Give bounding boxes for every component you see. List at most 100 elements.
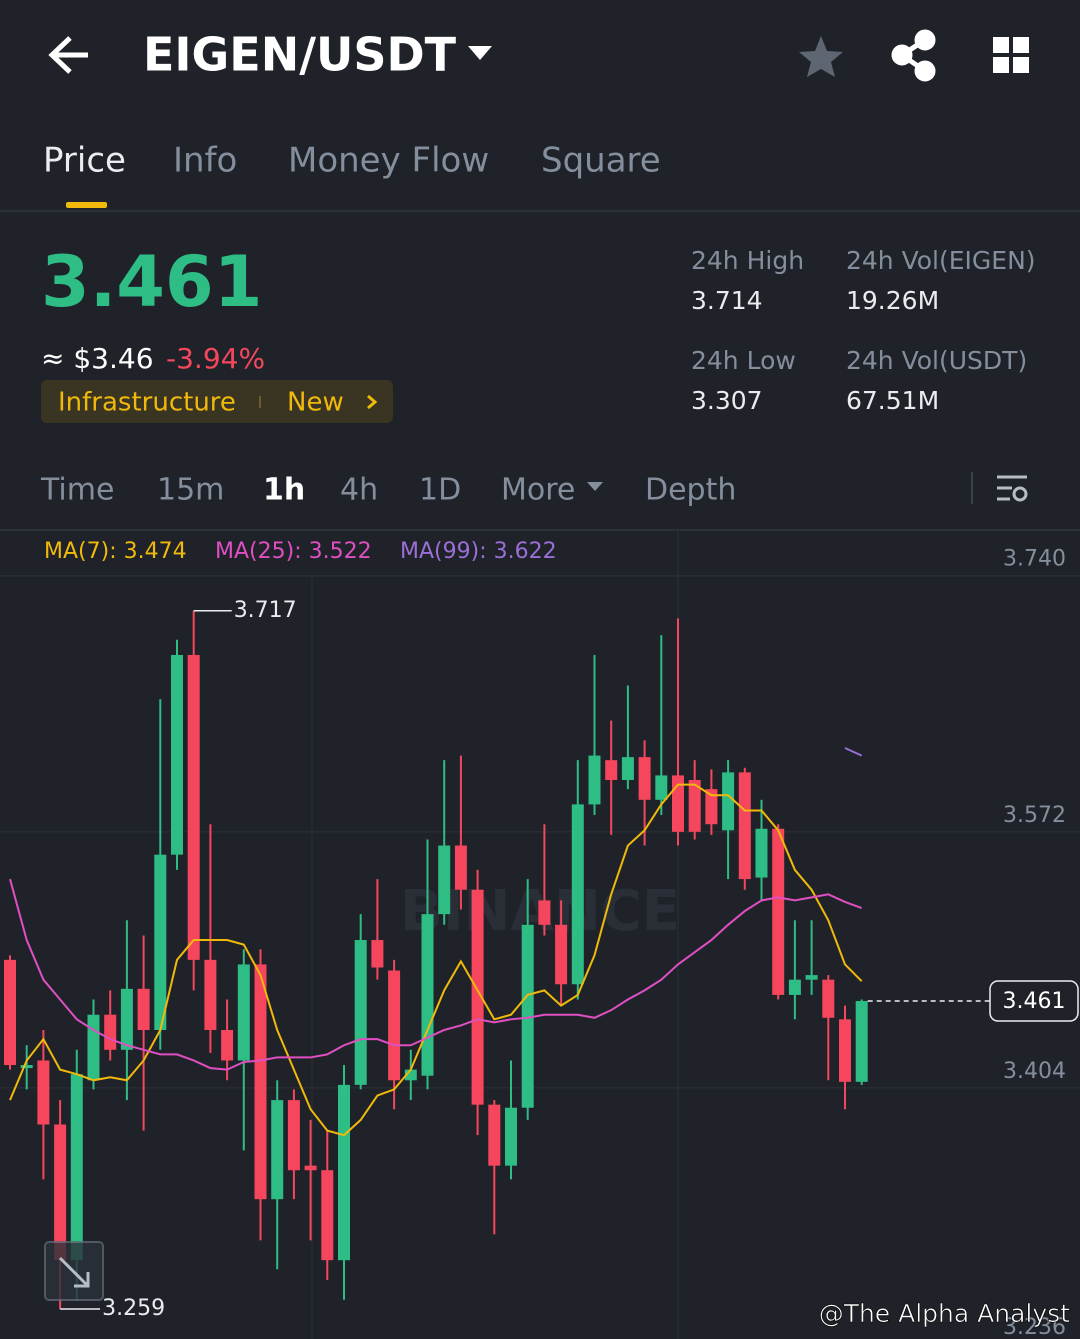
candle-body <box>705 789 718 825</box>
candle-body <box>638 757 651 800</box>
credit: @The Alpha Analyst <box>819 1299 1071 1328</box>
candle-body <box>471 889 484 1105</box>
tab[interactable]: Square <box>541 141 661 181</box>
tab[interactable]: Info <box>173 141 237 181</box>
candle-body <box>54 1124 67 1261</box>
low-label: 3.259 <box>102 1296 165 1321</box>
candle-body <box>505 1107 517 1166</box>
candle-body <box>304 1165 317 1171</box>
chart-settings[interactable] <box>997 475 1028 502</box>
candle-body <box>555 924 568 985</box>
candle-body <box>571 804 584 985</box>
candle-body <box>321 1170 334 1261</box>
candle-body <box>104 1014 117 1050</box>
candle-body <box>438 845 451 915</box>
candle-body <box>755 828 768 878</box>
candle-body <box>354 940 367 1085</box>
candle-body <box>187 654 200 960</box>
interval[interactable]: 1D <box>419 473 461 508</box>
price-tag-label: 3.461 <box>1003 989 1066 1014</box>
ma-line <box>9 783 863 1137</box>
candle-body <box>388 970 401 1081</box>
candle-body <box>237 964 250 1061</box>
candle-body <box>87 1014 100 1081</box>
legend-entry: MA(25): 3.522 <box>215 539 372 564</box>
stat-value: 3.307 <box>691 386 763 415</box>
candle-body <box>655 775 668 800</box>
candle-body <box>371 940 384 968</box>
tab-indicator <box>66 202 107 208</box>
collapse-button[interactable] <box>44 1241 104 1301</box>
pair-title: EIGEN/USDT <box>143 28 457 82</box>
candle-body <box>588 755 601 805</box>
tab[interactable]: Price <box>43 141 126 181</box>
more-dropdown <box>587 482 603 491</box>
tag-chevron <box>367 394 378 410</box>
candle-body <box>772 828 785 995</box>
candle-body <box>688 779 701 832</box>
candle-body <box>605 760 618 780</box>
stat-value: 67.51M <box>846 386 939 415</box>
y-tick-label: 3.404 <box>1003 1059 1066 1084</box>
candle-body <box>738 772 751 880</box>
y-tick-label: 3.572 <box>1003 803 1066 828</box>
stat-value: 19.26M <box>846 286 939 315</box>
candle-body <box>204 959 217 1030</box>
candle-body <box>137 988 150 1030</box>
candle-body <box>4 959 16 1066</box>
menu-button[interactable] <box>993 37 1029 73</box>
candle-body <box>171 654 183 855</box>
candle-body <box>421 914 434 1076</box>
interval[interactable]: 15m <box>157 473 224 508</box>
stat-value: 3.714 <box>691 286 763 315</box>
y-tick-label: 3.740 <box>1003 547 1066 572</box>
tag-box[interactable] <box>41 380 393 423</box>
usd-price: ≈ $3.46 <box>41 342 154 375</box>
price-tag <box>989 980 1079 1022</box>
y-tick-label: 3.236 <box>1003 1315 1066 1339</box>
stat-label: 24h High <box>691 246 804 275</box>
tab[interactable]: Money Flow <box>288 141 489 181</box>
interval[interactable]: Time <box>40 473 114 508</box>
last-price: 3.461 <box>41 241 262 323</box>
candle-body <box>454 845 467 890</box>
high-label: 3.717 <box>234 598 297 623</box>
stat-label: 24h Low <box>691 346 796 375</box>
legend-entry: MA(99): 3.622 <box>400 539 557 564</box>
favorite-button[interactable] <box>799 36 843 77</box>
candle-body <box>37 1060 50 1125</box>
interval[interactable]: 1h <box>263 473 305 508</box>
candle-body <box>855 1001 868 1082</box>
back-button[interactable] <box>48 36 88 74</box>
candle-body <box>154 854 167 1030</box>
candle-body <box>70 1074 83 1261</box>
candle-body <box>822 979 835 1018</box>
ma-line <box>9 878 863 1071</box>
candle-body <box>788 979 801 995</box>
candle-body <box>120 988 133 1050</box>
candle-body <box>404 1069 417 1081</box>
candle-body <box>254 964 267 1200</box>
stat-label: 24h Vol(USDT) <box>846 346 1027 375</box>
interval[interactable]: 4h <box>340 473 378 508</box>
share-button[interactable] <box>891 29 936 82</box>
candle-body <box>488 1104 501 1166</box>
stat-label: 24h Vol(EIGEN) <box>846 246 1036 275</box>
ma-line <box>844 747 863 757</box>
candle-body <box>20 1065 33 1069</box>
candle-body <box>271 1100 284 1200</box>
candle-body <box>839 1019 851 1082</box>
pair-dropdown[interactable] <box>468 46 492 60</box>
legend-entry: MA(7): 3.474 <box>44 539 187 564</box>
tag: New <box>287 388 344 418</box>
candle-body <box>221 1029 234 1061</box>
interval[interactable]: More <box>501 473 575 508</box>
candle-body <box>621 757 634 780</box>
candle-body <box>338 1084 350 1261</box>
interval[interactable]: Depth <box>645 473 736 508</box>
tag: Infrastructure <box>58 388 236 418</box>
candle-body <box>521 924 534 1108</box>
